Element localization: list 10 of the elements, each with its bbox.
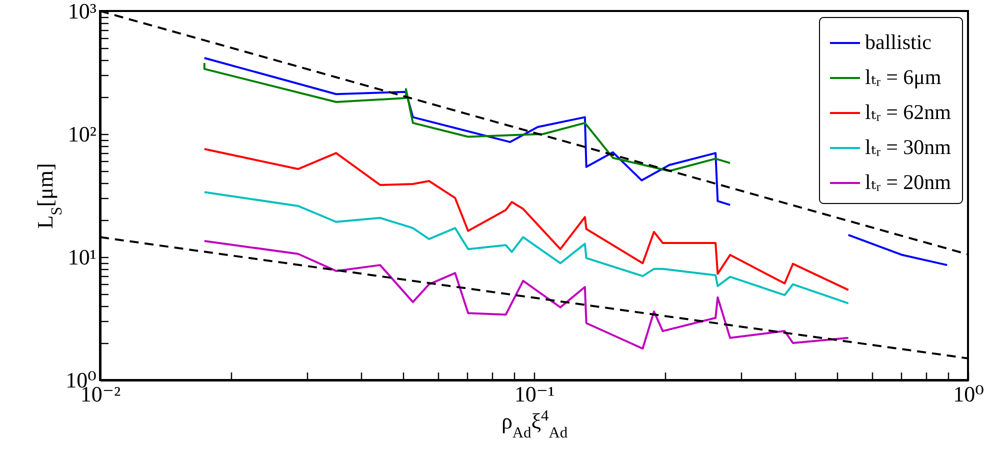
- legend-label: lₜᵣ = 62nm: [865, 100, 952, 124]
- x-tick-label: 10⁻¹: [514, 382, 555, 406]
- y-tick-label: 10²: [68, 122, 97, 146]
- legend-label: lₜᵣ = 20nm: [865, 170, 952, 194]
- y-tick-label: 10¹: [68, 244, 96, 270]
- legend-label: lₜᵣ = 6μm: [865, 65, 942, 89]
- legend-label: lₜᵣ = 30nm: [865, 135, 952, 159]
- x-tick-label: 10⁰: [953, 382, 984, 406]
- legend-label: ballistic: [865, 30, 932, 54]
- y-tick-label: 10³: [68, 0, 97, 24]
